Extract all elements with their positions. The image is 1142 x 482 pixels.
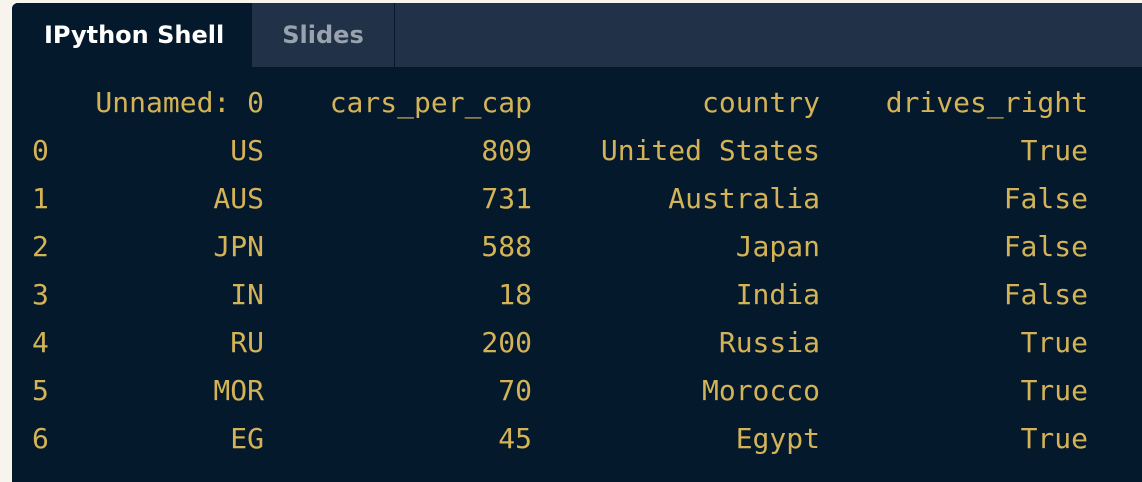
cell-cars-per-cap: 70 bbox=[498, 374, 532, 407]
cell-unnamed: MOR bbox=[213, 374, 264, 407]
tab-ipython-shell[interactable]: IPython Shell bbox=[12, 3, 252, 67]
cell-drives-right: False bbox=[1003, 278, 1088, 311]
cell-unnamed: JPN bbox=[213, 230, 264, 263]
table-header-row: Unnamed: 0 cars_per_cap country drives_r… bbox=[12, 79, 1142, 127]
cell-cars-per-cap: 588 bbox=[481, 230, 532, 263]
row-index: 2 bbox=[32, 230, 49, 263]
cell-drives-right: False bbox=[1003, 230, 1088, 263]
table-row: 4 RU 200 Russia True bbox=[12, 319, 1142, 367]
table-row: 6 EG 45 Egypt True bbox=[12, 415, 1142, 463]
cell-country: India bbox=[735, 278, 820, 311]
column-header-drives-right: drives_right bbox=[885, 86, 1088, 119]
cell-country: Russia bbox=[718, 326, 820, 359]
cell-cars-per-cap: 809 bbox=[481, 134, 532, 167]
table-row: 1 AUS 731 Australia False bbox=[12, 175, 1142, 223]
cell-cars-per-cap: 45 bbox=[498, 422, 532, 455]
cell-drives-right: True bbox=[1020, 134, 1088, 167]
cell-drives-right: True bbox=[1020, 422, 1088, 455]
cell-unnamed: RU bbox=[230, 326, 264, 359]
cell-country: Japan bbox=[735, 230, 820, 263]
console-output[interactable]: Unnamed: 0 cars_per_cap country drives_r… bbox=[12, 67, 1142, 482]
row-index: 6 bbox=[32, 422, 49, 455]
ipython-shell-panel: IPython Shell Slides Unnamed: 0 cars_per… bbox=[12, 3, 1142, 482]
cell-drives-right: True bbox=[1020, 326, 1088, 359]
table-row: 3 IN 18 India False bbox=[12, 271, 1142, 319]
row-index: 0 bbox=[32, 134, 49, 167]
cell-cars-per-cap: 731 bbox=[481, 182, 532, 215]
column-header-cars-per-cap: cars_per_cap bbox=[329, 86, 532, 119]
row-index: 5 bbox=[32, 374, 49, 407]
row-index: 3 bbox=[32, 278, 49, 311]
row-index: 1 bbox=[32, 182, 49, 215]
cell-country: Australia bbox=[668, 182, 820, 215]
cell-cars-per-cap: 200 bbox=[481, 326, 532, 359]
cell-drives-right: True bbox=[1020, 374, 1088, 407]
cell-unnamed: IN bbox=[230, 278, 264, 311]
cell-cars-per-cap: 18 bbox=[498, 278, 532, 311]
cell-unnamed: EG bbox=[230, 422, 264, 455]
tab-slides[interactable]: Slides bbox=[252, 3, 395, 67]
row-index: 4 bbox=[32, 326, 49, 359]
table-row: 2 JPN 588 Japan False bbox=[12, 223, 1142, 271]
column-header-country: country bbox=[701, 86, 820, 119]
tab-bar: IPython Shell Slides bbox=[12, 3, 1142, 67]
cell-unnamed: AUS bbox=[213, 182, 264, 215]
cell-country: Egypt bbox=[735, 422, 820, 455]
cell-country: Morocco bbox=[701, 374, 820, 407]
cell-drives-right: False bbox=[1003, 182, 1088, 215]
column-header-unnamed: Unnamed: 0 bbox=[95, 86, 264, 119]
cell-unnamed: US bbox=[230, 134, 264, 167]
table-row: 5 MOR 70 Morocco True bbox=[12, 367, 1142, 415]
table-row: 0 US 809 United States True bbox=[12, 127, 1142, 175]
cell-country: United States bbox=[600, 134, 820, 167]
